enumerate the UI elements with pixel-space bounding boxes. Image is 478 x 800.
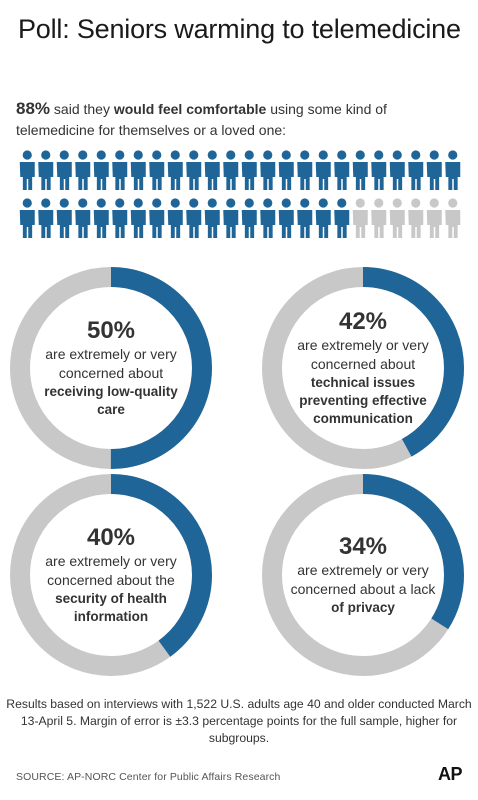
- donut-concern: security of health information: [55, 591, 167, 624]
- donut-ring: [262, 267, 464, 469]
- person-icon: [426, 150, 442, 190]
- donut-description: are extremely or very concerned about: [45, 346, 177, 381]
- person-icon: [56, 198, 72, 238]
- donut-ring: [10, 267, 212, 469]
- person-icon: [19, 198, 35, 238]
- person-icon: [389, 198, 405, 238]
- donut-ring: [262, 474, 464, 676]
- donut-chart-security: 40% are extremely or very concerned abou…: [6, 470, 216, 680]
- person-icon: [408, 198, 424, 238]
- person-icon: [334, 150, 350, 190]
- donut-value-arc: [10, 474, 212, 676]
- person-icon: [130, 150, 146, 190]
- person-icon: [241, 198, 257, 238]
- donut-percent: 34%: [338, 533, 388, 560]
- intro-post: using some kind of telemedicine for them…: [16, 101, 387, 138]
- donut-chart-low-quality-care: 50% are extremely or very concerned abou…: [6, 263, 216, 473]
- person-icon: [19, 150, 35, 190]
- donut-chart-privacy: 34% are extremely or very concerned abou…: [258, 470, 468, 680]
- person-icon: [149, 198, 165, 238]
- person-icon: [167, 198, 183, 238]
- donut-percent: 40%: [86, 524, 136, 551]
- donut-description: are extremely or very concerned about th…: [45, 553, 177, 588]
- person-icon: [38, 198, 54, 238]
- person-icon: [38, 150, 54, 190]
- person-icon: [223, 198, 239, 238]
- person-icon: [278, 198, 294, 238]
- person-icon: [93, 198, 109, 238]
- person-icon: [241, 150, 257, 190]
- person-icon: [75, 150, 91, 190]
- person-icon: [204, 150, 220, 190]
- person-icon: [93, 150, 109, 190]
- person-icon: [352, 198, 368, 238]
- person-icon: [445, 198, 461, 238]
- person-icon: [167, 150, 183, 190]
- person-icon: [371, 150, 387, 190]
- methodology-note: Results based on interviews with 1,522 U…: [6, 697, 472, 745]
- person-icon: [204, 198, 220, 238]
- donut-concern: receiving low-quality care: [44, 384, 178, 417]
- donut-value-arc: [10, 267, 212, 469]
- person-icon: [389, 150, 405, 190]
- person-icon: [371, 198, 387, 238]
- person-icon: [186, 198, 202, 238]
- person-icon: [186, 150, 202, 190]
- person-icon: [334, 198, 350, 238]
- person-icon: [223, 150, 239, 190]
- person-icon: [112, 198, 128, 238]
- intro-text: 88% said they would feel comfortable usi…: [16, 98, 466, 141]
- donut-percent: 50%: [86, 317, 136, 344]
- donut-description: are extremely or very concerned about a …: [290, 562, 436, 597]
- person-icon: [408, 150, 424, 190]
- person-icon: [56, 150, 72, 190]
- donut-description: are extremely or very concerned about: [297, 337, 429, 372]
- source-credit: SOURCE: AP-NORC Center for Public Affair…: [16, 771, 281, 783]
- donut-concern: technical issues preventing effective co…: [299, 375, 427, 426]
- chart-title: Poll: Seniors warming to telemedicine: [18, 14, 461, 44]
- person-icon: [130, 198, 146, 238]
- pictograph-people: [19, 150, 461, 238]
- person-icon: [278, 150, 294, 190]
- person-icon: [426, 198, 442, 238]
- person-icon: [297, 198, 313, 238]
- intro-pre: said they: [50, 101, 114, 117]
- intro-percent: 88%: [16, 99, 51, 118]
- person-icon: [297, 150, 313, 190]
- person-icon: [445, 150, 461, 190]
- donut-value-arc: [262, 474, 464, 676]
- person-icon: [260, 150, 276, 190]
- person-icon: [315, 198, 331, 238]
- intro-bold: would feel comfortable: [113, 101, 267, 117]
- donut-percent: 42%: [338, 308, 388, 335]
- donut-value-arc: [262, 267, 464, 469]
- person-icon: [75, 198, 91, 238]
- person-icon: [352, 150, 368, 190]
- person-icon: [260, 198, 276, 238]
- person-icon: [112, 150, 128, 190]
- donut-concern: of privacy: [331, 600, 395, 615]
- donut-chart-technical-issues: 42% are extremely or very concerned abou…: [258, 263, 468, 473]
- person-icon: [315, 150, 331, 190]
- ap-logo: AP: [438, 764, 463, 784]
- donut-ring: [10, 474, 212, 676]
- person-icon: [149, 150, 165, 190]
